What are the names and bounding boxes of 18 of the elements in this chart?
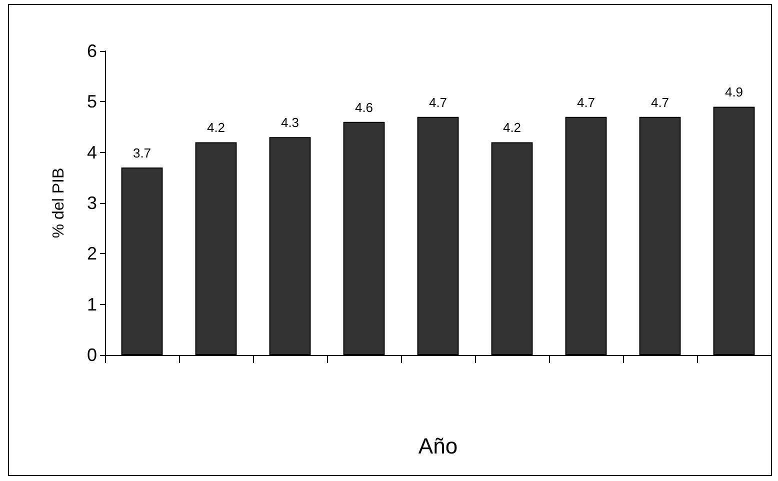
y-tick-label: 1: [86, 294, 97, 314]
data-label: 4.6: [354, 100, 374, 115]
data-label: 4.7: [428, 94, 448, 110]
x-axis-title: Año: [418, 434, 458, 458]
data-label: 4.7: [650, 94, 670, 110]
data-label: 4.2: [206, 120, 226, 136]
y-axis-title: % del PIB: [50, 168, 68, 238]
data-label: 4.7: [576, 94, 596, 110]
y-tick-label: 5: [86, 92, 97, 112]
y-tick-label: 3: [86, 193, 97, 213]
data-label: 4.2: [502, 120, 522, 136]
y-tick-label: 0: [86, 345, 97, 365]
data-label: 4.9: [724, 84, 744, 100]
data-label: 3.7: [132, 146, 152, 161]
y-tick-label: 6: [86, 41, 97, 61]
y-tick-label: 4: [86, 142, 97, 162]
data-label: 4.3: [280, 115, 300, 130]
y-tick-label: 2: [86, 244, 97, 264]
